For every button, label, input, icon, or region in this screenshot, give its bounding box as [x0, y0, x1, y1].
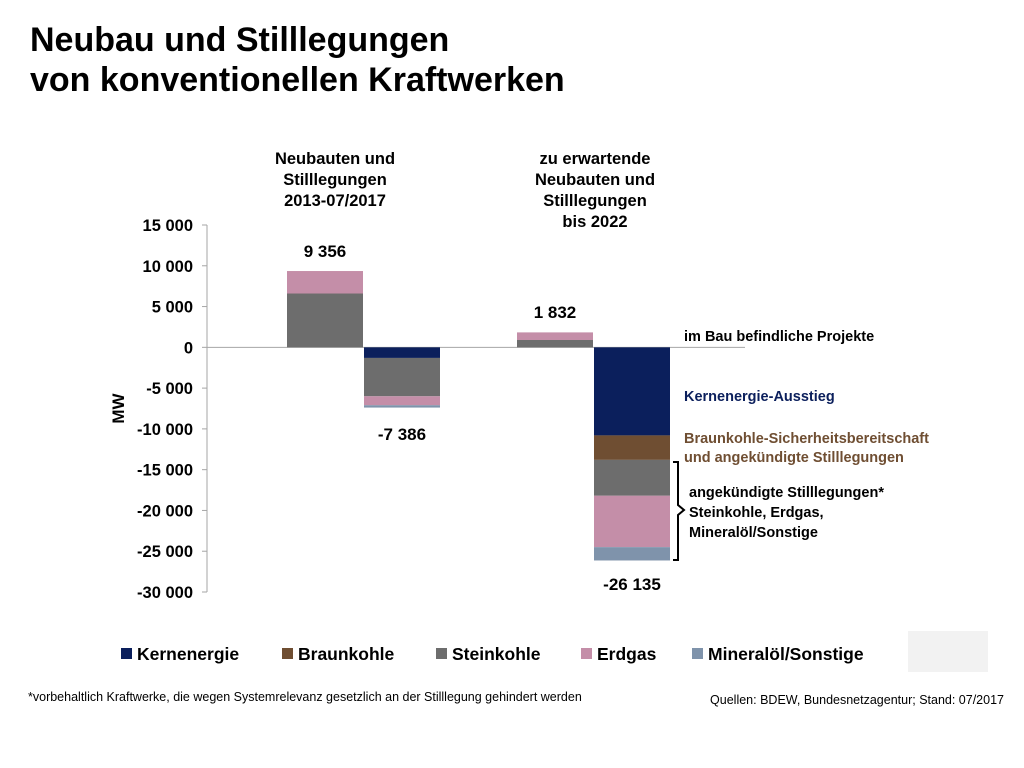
bar-segment-erdgas	[594, 495, 670, 548]
sources: Quellen: BDEW, Bundesnetzagentur; Stand:…	[710, 693, 1004, 707]
legend-gray-box	[908, 631, 988, 672]
bar-segment-erdgas	[364, 396, 440, 406]
legend-label: Mineralöl/Sonstige	[708, 644, 864, 664]
legend-swatch	[436, 648, 447, 659]
annotation-angekuendigt: angekündigte Stilllegungen*	[689, 485, 884, 501]
y-axis-label: MW	[109, 392, 128, 423]
group-label: zu erwartende	[540, 150, 651, 168]
legend-label: Braunkohle	[298, 644, 395, 664]
group-label: 2013-07/2017	[284, 192, 386, 210]
group-label: Neubauten und	[275, 150, 395, 168]
bar-segment-steinkohle	[594, 459, 670, 496]
y-tick-label: -30 000	[137, 584, 193, 602]
annotation-angekuendigt: Mineralöl/Sonstige	[689, 525, 818, 541]
legend-label: Erdgas	[597, 644, 657, 664]
bar-segment-erdgas	[287, 271, 363, 294]
y-tick-label: 10 000	[143, 258, 193, 276]
annotation-kernenergie: Kernenergie-Ausstieg	[684, 389, 835, 405]
group-label: Neubauten und	[535, 171, 655, 189]
bar-segment-erdgas	[517, 332, 593, 340]
legend-swatch	[121, 648, 132, 659]
footnote: *vorbehaltlich Kraftwerke, die wegen Sys…	[28, 690, 582, 704]
y-tick-label: -25 000	[137, 543, 193, 561]
group-label: bis 2022	[562, 213, 627, 231]
y-tick-label: 0	[184, 339, 193, 357]
title-line-2: von konventionellen Kraftwerken	[30, 61, 565, 99]
group-label: Stilllegungen	[283, 171, 387, 189]
y-tick-label: -15 000	[137, 462, 193, 480]
annotation-braunkohle: Braunkohle-Sicherheitsbereitschaft	[684, 431, 929, 447]
title-line-1: Neubau und Stilllegungen	[30, 21, 450, 59]
legend-swatch	[581, 648, 592, 659]
y-tick-label: -5 000	[146, 380, 193, 398]
bar-segment-steinkohle	[517, 339, 593, 348]
y-tick-label: 15 000	[143, 217, 193, 235]
y-tick-label: -20 000	[137, 502, 193, 520]
annotation-im-bau: im Bau befindliche Projekte	[684, 329, 874, 345]
y-tick-label: 5 000	[152, 299, 193, 317]
chart-title: Neubau und Stilllegungen von konventione…	[30, 20, 565, 100]
legend-swatch	[692, 648, 703, 659]
bar-segment-steinkohle	[364, 357, 440, 397]
bar-total-label: 1 832	[534, 303, 577, 322]
bar-segment-mineral-l-sonstige	[364, 405, 440, 408]
bar-segment-kernenergie	[594, 347, 670, 436]
annotation-braunkohle: und angekündigte Stilllegungen	[684, 450, 904, 466]
bar-segment-mineral-l-sonstige	[594, 547, 670, 561]
legend-label: Kernenergie	[137, 644, 239, 664]
bar-segment-kernenergie	[364, 347, 440, 358]
y-tick-label: -10 000	[137, 421, 193, 439]
annotation-angekuendigt: Steinkohle, Erdgas,	[689, 505, 824, 521]
bar-segment-steinkohle	[287, 293, 363, 348]
legend-swatch	[282, 648, 293, 659]
bar-total-label: -26 135	[603, 575, 661, 594]
bar-total-label: -7 386	[378, 425, 426, 444]
group-label: Stilllegungen	[543, 192, 647, 210]
legend-label: Steinkohle	[452, 644, 541, 664]
bracket	[673, 461, 686, 561]
bar-segment-braunkohle	[594, 435, 670, 460]
bar-total-label: 9 356	[304, 242, 347, 261]
